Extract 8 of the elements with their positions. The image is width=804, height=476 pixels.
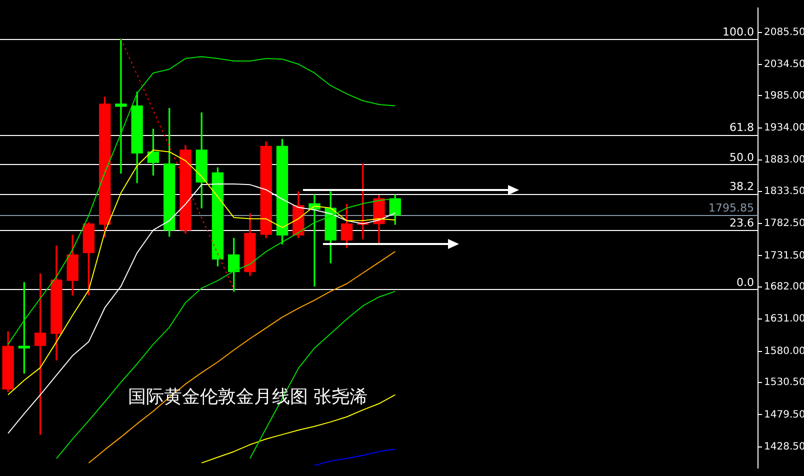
candlestick xyxy=(115,38,127,174)
annotation: 23.6 xyxy=(730,216,754,230)
annotation: 50.0 xyxy=(730,150,754,164)
annotation: 100.0 xyxy=(722,25,754,38)
ref-line-label: 1795.85 xyxy=(708,201,754,214)
annotation: 38.2 xyxy=(730,180,754,193)
annotation: 0.0 xyxy=(736,276,754,289)
annotation: 61.8 xyxy=(730,121,754,134)
